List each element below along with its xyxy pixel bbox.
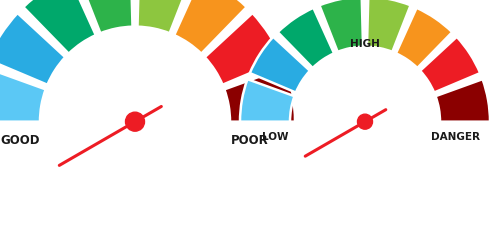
Wedge shape [278,8,334,68]
Wedge shape [240,79,294,122]
Wedge shape [436,79,490,122]
Wedge shape [174,0,246,54]
Text: LOW: LOW [262,132,288,142]
Text: DANGER: DANGER [430,132,480,142]
Wedge shape [420,37,480,92]
Text: GOOD: GOOD [0,135,40,147]
Wedge shape [250,37,310,92]
Wedge shape [224,67,295,122]
Text: HIGH: HIGH [350,39,380,49]
Wedge shape [320,0,363,52]
Wedge shape [0,67,46,122]
Circle shape [126,112,144,131]
Text: POOR: POOR [232,135,269,147]
Wedge shape [138,0,194,33]
Wedge shape [24,0,96,54]
Circle shape [358,114,372,129]
Wedge shape [205,13,282,85]
Wedge shape [0,13,65,85]
Wedge shape [367,0,410,52]
Wedge shape [396,8,452,68]
Wedge shape [76,0,132,33]
